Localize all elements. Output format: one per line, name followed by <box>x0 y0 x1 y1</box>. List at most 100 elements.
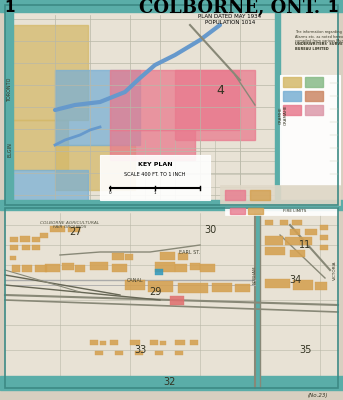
Text: TORONTO: TORONTO <box>8 78 12 102</box>
Bar <box>305 77 323 87</box>
Text: 27: 27 <box>69 227 81 237</box>
Bar <box>40 233 48 238</box>
Bar <box>155 269 163 275</box>
Text: NORHAM: NORHAM <box>253 265 257 284</box>
Bar <box>283 91 301 101</box>
Bar <box>285 237 300 245</box>
Text: The information regarding Water Mains, Fire
Alarms etc. as noted hereon has been: The information regarding Water Mains, F… <box>295 30 343 43</box>
Bar <box>0 394 343 400</box>
Text: PLAN DATED MAY 1934: PLAN DATED MAY 1934 <box>199 14 262 20</box>
Bar <box>200 264 215 272</box>
Text: CANAL: CANAL <box>127 278 143 282</box>
Text: COLBORNE AGRICULTURAL
FAIR GROUNDS: COLBORNE AGRICULTURAL FAIR GROUNDS <box>40 221 100 229</box>
Bar <box>212 283 232 292</box>
Bar <box>250 190 270 200</box>
Bar <box>292 220 302 225</box>
Bar <box>178 253 188 260</box>
Bar <box>315 282 327 290</box>
Text: 34: 34 <box>289 275 301 285</box>
Bar <box>283 77 301 87</box>
Bar <box>13 120 68 170</box>
Bar <box>112 253 124 260</box>
Text: FIRE LIMITS: FIRE LIMITS <box>283 209 307 213</box>
Text: 0: 0 <box>109 191 111 195</box>
Text: VICTORIA: VICTORIA <box>333 260 337 280</box>
Text: 30: 30 <box>204 225 216 235</box>
Bar <box>90 340 98 345</box>
Bar <box>10 245 18 250</box>
Bar <box>175 264 187 272</box>
Bar <box>5 208 338 388</box>
Bar <box>305 229 317 235</box>
Text: CRAMHE
CRAMAHE: CRAMHE CRAMAHE <box>279 105 287 125</box>
Bar <box>125 254 133 260</box>
Bar <box>5 5 338 205</box>
Bar <box>110 340 118 345</box>
Bar <box>283 105 301 115</box>
Bar <box>32 237 40 242</box>
Bar <box>175 351 183 355</box>
Bar <box>148 281 173 292</box>
Bar <box>235 284 250 292</box>
Bar <box>135 351 143 355</box>
Bar <box>110 70 240 130</box>
Bar <box>90 262 108 270</box>
Bar <box>160 341 166 345</box>
Bar <box>320 245 328 250</box>
Text: 1: 1 <box>5 0 15 16</box>
Bar <box>255 208 259 388</box>
Bar <box>22 265 32 272</box>
Bar <box>265 220 273 225</box>
Bar <box>280 220 288 225</box>
Bar <box>10 237 18 242</box>
Bar <box>35 265 47 272</box>
Bar <box>265 236 283 245</box>
Bar <box>265 279 290 288</box>
Bar <box>75 265 85 272</box>
Bar <box>155 351 163 355</box>
Bar <box>62 263 74 270</box>
Bar <box>150 340 158 345</box>
Bar <box>5 5 13 205</box>
Bar <box>170 296 184 305</box>
Bar <box>5 208 338 388</box>
Bar <box>112 264 127 272</box>
Bar <box>248 208 263 214</box>
Bar <box>13 25 88 120</box>
Bar <box>225 190 245 200</box>
Bar <box>0 0 343 12</box>
Bar <box>55 70 140 145</box>
Bar <box>290 250 305 257</box>
Text: 29: 29 <box>149 287 161 297</box>
Bar <box>280 75 340 185</box>
Bar <box>290 229 300 235</box>
Bar <box>320 235 328 240</box>
Text: 32: 32 <box>164 377 176 387</box>
Bar <box>95 351 103 355</box>
Bar <box>5 5 338 205</box>
Text: 33: 33 <box>134 345 146 355</box>
Text: 1: 1 <box>154 191 156 195</box>
Bar <box>45 264 60 272</box>
Bar <box>32 245 40 250</box>
Text: KEY PLAN: KEY PLAN <box>138 162 172 168</box>
Text: COLBORNE, ONT.: COLBORNE, ONT. <box>140 0 321 17</box>
Bar <box>220 185 340 205</box>
Bar <box>55 145 135 190</box>
Bar <box>225 207 337 215</box>
Bar <box>100 341 106 345</box>
Bar <box>230 208 245 214</box>
Bar <box>110 130 195 160</box>
Bar <box>20 236 30 242</box>
Bar <box>0 376 343 390</box>
Bar <box>160 252 175 260</box>
Bar <box>125 280 145 290</box>
Bar <box>0 200 343 210</box>
Bar <box>10 256 16 260</box>
Bar <box>190 263 200 270</box>
Bar <box>175 340 185 345</box>
Text: 35: 35 <box>299 345 311 355</box>
Bar <box>175 70 255 140</box>
Text: POPULATION 1014: POPULATION 1014 <box>205 20 255 24</box>
Text: 4: 4 <box>216 84 224 96</box>
